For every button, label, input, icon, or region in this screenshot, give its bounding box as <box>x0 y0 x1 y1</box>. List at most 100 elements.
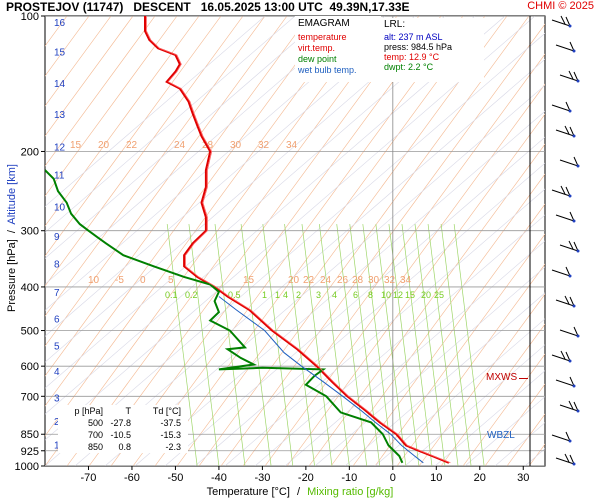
level-table: p [hPa] T Td [°C] 500 -27.8 -37.5 700 -1… <box>58 405 188 453</box>
wind-barb-flag <box>573 71 579 82</box>
dry-adiabat-line <box>198 16 530 466</box>
y-axis-label: Pressure [hPa] / Altitude [km] <box>6 128 18 348</box>
mixing-ratio-line <box>362 224 394 466</box>
altitude-tick-label: 1 <box>54 440 60 451</box>
wind-barb-flag <box>565 266 571 277</box>
mixing-ratio-line <box>427 224 459 466</box>
wind-barb <box>559 70 580 83</box>
mixing-ratio-label-upper: 32 <box>258 140 270 151</box>
wind-barb <box>559 240 580 253</box>
moist-adiabat-line <box>555 16 600 466</box>
y-tick-label: 200 <box>21 146 39 158</box>
altitude-tick-label: 9 <box>54 232 60 243</box>
mixing-ratio-label-mid: 24 <box>320 275 332 286</box>
wind-barb-flag <box>573 401 579 412</box>
y-tick-label: 100 <box>21 11 39 23</box>
wind-barb-dot <box>568 359 572 363</box>
legend-box: EMAGRAM temperature virt.temp. dew point… <box>295 16 381 82</box>
legend-item-virt-temp: virt.temp. <box>298 43 336 53</box>
dry-adiabat-line <box>45 16 244 287</box>
mixing-ratio-label-upper: 24 <box>174 140 186 151</box>
wind-barb-shaft <box>551 104 571 112</box>
lrl-press: press: 984.5 hPa <box>384 42 453 52</box>
y-tick-label: 600 <box>21 361 39 373</box>
wind-barb-shaft <box>555 214 575 222</box>
wind-barb-dot <box>568 274 572 278</box>
wind-barb-flag <box>568 240 574 250</box>
altitude-tick-label: 14 <box>54 79 66 90</box>
plot-area <box>44 15 546 467</box>
mixing-ratio-label-upper: 22 <box>126 140 138 151</box>
mixing-ratio-line <box>414 224 446 466</box>
wind-barb <box>551 101 572 113</box>
moist-adiabat-line <box>45 16 326 259</box>
y-tick-label: 300 <box>21 226 39 238</box>
wind-barb-flag <box>565 351 571 362</box>
mixing-ratio-label-lower: 6 <box>353 290 358 300</box>
wind-barb-shaft <box>551 434 571 442</box>
mixing-ratio-label-mid: 30 <box>368 275 380 286</box>
wind-barb-shaft <box>559 329 579 337</box>
x-tick-label: -10 <box>341 472 357 484</box>
mixing-ratio-line <box>214 224 246 466</box>
table-cell: 850 <box>87 442 103 452</box>
x-tick-label: 10 <box>430 472 442 484</box>
x-axis-label: Temperature [°C] / Mixing ratio [g/kg] <box>0 486 600 498</box>
altitude-tick-label: 7 <box>54 288 60 299</box>
dry-adiabat-line <box>551 16 600 466</box>
wind-barb-flag <box>569 296 575 307</box>
altitude-tick-label: 8 <box>54 260 60 271</box>
table-header-p: p [hPa] <box>74 406 103 416</box>
wind-barb-flag <box>560 350 566 360</box>
x-tick-label: -50 <box>167 472 183 484</box>
legend-item-dew-point: dew point <box>298 54 337 64</box>
mixing-ratio-line <box>401 224 433 466</box>
table-cell: 700 <box>87 430 103 440</box>
dry-adiabat-line <box>462 353 545 466</box>
mixing-ratio-label-lower: 1 <box>262 290 267 300</box>
altitude-tick-label: 3 <box>54 394 60 405</box>
dry-adiabat-line <box>45 16 200 227</box>
wind-barb <box>559 400 580 413</box>
moist-adiabat-line <box>45 16 536 441</box>
moist-adiabat-line <box>45 16 476 389</box>
lrl-dwpt: dwpt: 2.2 °C <box>384 62 434 72</box>
series-group <box>45 16 451 464</box>
wind-barb-flag <box>569 41 575 52</box>
mixing-ratio-label-lower: 15 <box>405 290 415 300</box>
dry-adiabat-line <box>484 383 545 466</box>
wind-barb <box>559 156 580 168</box>
temperature-line <box>144 16 450 464</box>
wind-barb-shaft <box>551 189 571 197</box>
wind-barb-flag <box>568 400 574 410</box>
mixing-ratio-label-mid: 0 <box>140 275 146 286</box>
x-tick-label: -30 <box>254 472 270 484</box>
moist-adiabat-line <box>194 162 545 466</box>
moist-adiabat-line <box>224 188 545 466</box>
dry-adiabat-line <box>330 173 545 466</box>
mxws-label: MXWS <box>486 372 518 383</box>
table-cell: 500 <box>87 418 103 428</box>
lrl-box: LRL: alt: 237 m ASL press: 984.5 hPa tem… <box>380 18 484 82</box>
credit-label: CHMI © 2025 <box>527 0 594 12</box>
mixing-ratio-label-lower: 8 <box>368 290 373 300</box>
mixing-ratio-label-mid: 22 <box>303 275 315 286</box>
mixing-ratio-label-mid: 26 <box>337 275 349 286</box>
wind-barb-dot <box>572 304 576 308</box>
moist-adiabat-line <box>45 16 506 415</box>
dry-adiabat-line <box>45 16 156 167</box>
moist-adiabat-line <box>45 16 356 285</box>
wind-barb-dot <box>568 439 572 443</box>
wind-barb-flag <box>564 125 570 135</box>
x-tick-label: 20 <box>474 472 486 484</box>
mixing-ratio-line <box>284 224 315 466</box>
wind-barb <box>551 15 572 28</box>
wind-barb-dot <box>576 249 580 253</box>
wind-barb-shaft <box>559 244 579 252</box>
lrl-alt: alt: 237 m ASL <box>384 32 443 42</box>
mixing-ratio-label-lower: 0.5 <box>228 290 241 300</box>
mixing-ratio-label-lower: 25 <box>434 290 444 300</box>
wind-barb-dot <box>572 134 576 138</box>
wind-barb-shaft <box>555 457 575 465</box>
